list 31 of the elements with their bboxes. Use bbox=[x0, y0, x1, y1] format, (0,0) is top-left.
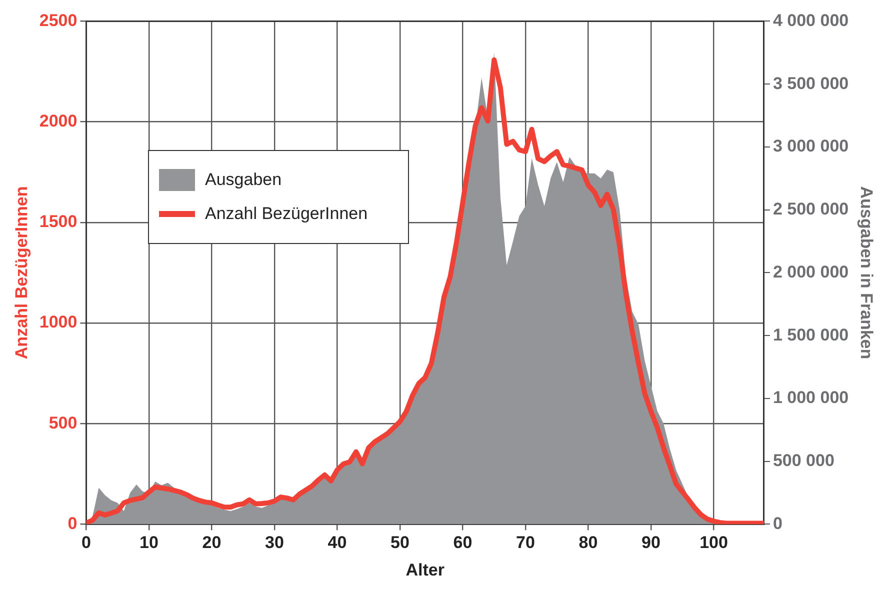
y2-tick-label: 2 000 000 bbox=[772, 262, 849, 282]
y-tick-label: 500 bbox=[48, 413, 78, 432]
x-tick-label: 70 bbox=[516, 533, 535, 552]
x-axis-title: Alter bbox=[406, 560, 445, 580]
y2-tick-label: 500 000 bbox=[772, 451, 834, 470]
y-tick-label: 0 bbox=[68, 514, 78, 533]
legend-label: Anzahl BezügerInnen bbox=[205, 204, 368, 224]
x-tick-label: 20 bbox=[202, 533, 222, 552]
x-tick-label: 30 bbox=[265, 533, 284, 552]
y2-tick-label: 3 500 000 bbox=[772, 74, 849, 93]
x-tick-label: 50 bbox=[390, 533, 410, 552]
y-tick-label: 2000 bbox=[39, 111, 78, 130]
y2-tick-label: 3 000 000 bbox=[772, 136, 849, 156]
y-tick-label: 2500 bbox=[39, 10, 78, 30]
y2-tick-label: 4 000 000 bbox=[772, 10, 849, 30]
y2-tick-label: 1 500 000 bbox=[772, 325, 849, 344]
x-tick-label: 40 bbox=[328, 533, 347, 552]
y2-axis-title: Ausgaben in Franken bbox=[857, 186, 876, 360]
y2-tick-label: 0 bbox=[772, 514, 782, 533]
legend-label: Ausgaben bbox=[205, 170, 282, 190]
y2-tick-label: 1 000 000 bbox=[772, 388, 849, 408]
y-tick-label: 1000 bbox=[39, 312, 78, 332]
x-tick-label: 10 bbox=[140, 533, 158, 552]
y-tick-label: 1500 bbox=[39, 212, 78, 232]
x-tick-label: 60 bbox=[453, 533, 472, 552]
y2-tick-label: 2 500 000 bbox=[772, 200, 849, 219]
x-tick-label: 0 bbox=[81, 533, 91, 552]
x-tick-label: 80 bbox=[578, 533, 598, 552]
y-axis-title: Anzahl BezügerInnen bbox=[12, 186, 31, 360]
x-tick-label: 100 bbox=[700, 533, 728, 552]
x-tick-label: 90 bbox=[642, 533, 660, 552]
